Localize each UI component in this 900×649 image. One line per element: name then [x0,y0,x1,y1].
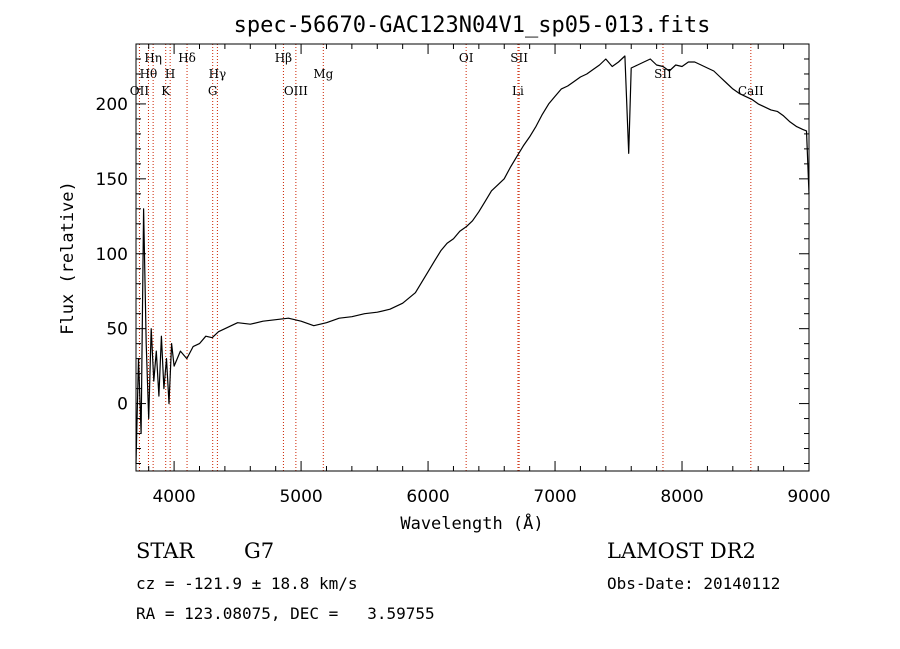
spectral-line-label: Hβ [275,51,292,65]
x-tick-label: 9000 [787,487,830,507]
series-layer [135,55,810,464]
spectral-line-label: Hη [144,51,162,65]
redshift-text: cz = -121.9 ± 18.8 km/s [136,574,358,593]
y-tick-label: 50 [106,320,128,340]
y-tick-label: 200 [96,95,128,115]
survey-label: LAMOST DR2 [607,539,756,563]
obs-date-text: Obs-Date: 20140112 [607,574,781,593]
spectral-line-label: OII [130,84,150,98]
y-axis-label: Flux (relative) [58,181,78,335]
spectral-line-label: SII [510,51,528,65]
x-tick-label: 5000 [279,487,322,507]
y-tick-label: 150 [96,170,128,190]
object-class: STAR [136,539,195,563]
spectral-line-label: Mg [313,67,333,81]
plot-frame [135,43,810,472]
spectral-line-label: Hδ [178,51,196,65]
subclass: G7 [244,539,275,563]
spectral-line-label: Li [512,84,524,98]
spectral-line-label: K [161,84,171,98]
spectral-line-label: H [165,67,175,81]
x-tick-label: 7000 [533,487,576,507]
spectral-line-label: CaII [738,84,764,98]
x-tick-label: 6000 [406,487,449,507]
spectral-line-label: Hγ [209,67,227,81]
spectrum-line [135,55,810,464]
x-tick-label: 4000 [152,487,195,507]
spectral-line-label: OIII [284,84,308,98]
spectral-line-label: OI [459,51,474,65]
spectral-line-label: Hθ [140,67,158,81]
y-tick-label: 0 [117,395,128,415]
x-axis-label: Wavelength (Å) [400,512,543,534]
spectral-line-label: G [208,84,218,98]
spectral-line-label: SII [654,67,672,81]
ticks-layer: 4000 5000 6000 7000 8000 9000 0 50 100 150 200 [96,43,831,507]
x-tick-label: 8000 [660,487,703,507]
coordinates-text: RA = 123.08075, DEC = 3.59755 [136,604,435,623]
chart-title: spec-56670-GAC123N04V1_sp05-013.fits [234,13,711,38]
y-tick-label: 100 [96,245,128,265]
